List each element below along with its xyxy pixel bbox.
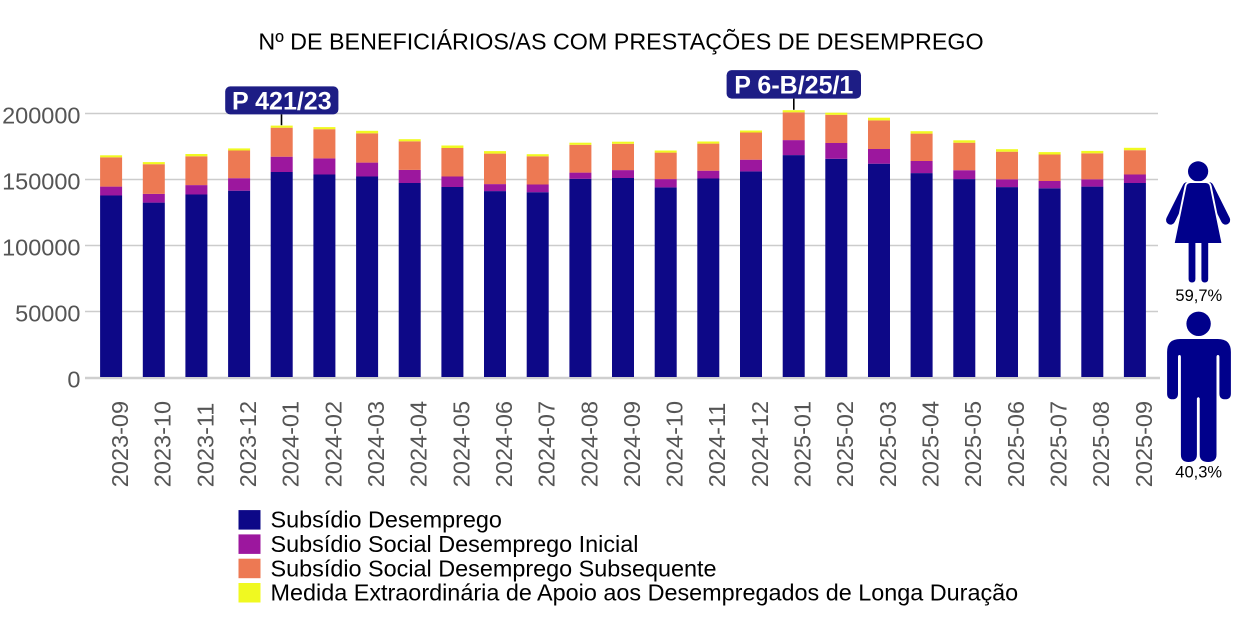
svg-text:2024-01: 2024-01 [278,401,304,487]
svg-text:2024-07: 2024-07 [534,401,560,487]
svg-text:2025-05: 2025-05 [960,401,986,487]
svg-text:50000: 50000 [15,301,80,327]
svg-text:2025-06: 2025-06 [1003,401,1029,487]
svg-text:2023-09: 2023-09 [107,401,133,487]
svg-text:40,3%: 40,3% [1175,463,1222,481]
svg-text:Subsídio Desemprego: Subsídio Desemprego [271,507,502,533]
svg-text:2024-03: 2024-03 [363,401,389,487]
svg-text:2024-08: 2024-08 [576,401,602,487]
svg-text:2024-06: 2024-06 [491,401,517,487]
svg-text:2024-12: 2024-12 [747,401,773,487]
svg-text:2024-04: 2024-04 [406,401,432,487]
svg-text:2024-11: 2024-11 [704,403,730,488]
svg-text:2024-02: 2024-02 [320,401,346,487]
svg-text:2025-03: 2025-03 [875,401,901,487]
svg-text:P 421/23: P 421/23 [232,87,332,115]
svg-text:2023-11: 2023-11 [192,403,218,488]
svg-text:2023-10: 2023-10 [150,401,176,487]
svg-text:2023-12: 2023-12 [235,401,261,487]
svg-text:2024-05: 2024-05 [448,401,474,487]
svg-text:150000: 150000 [2,169,80,195]
svg-text:2024-09: 2024-09 [619,401,645,487]
svg-text:2025-07: 2025-07 [1046,401,1072,487]
svg-text:200000: 200000 [2,103,80,129]
svg-text:Subsídio Social Desemprego Sub: Subsídio Social Desemprego Subsequente [271,555,717,581]
svg-text:59,7%: 59,7% [1175,287,1222,305]
svg-text:2025-01: 2025-01 [790,401,816,487]
svg-text:2025-08: 2025-08 [1088,401,1114,487]
svg-text:2025-09: 2025-09 [1131,401,1157,487]
svg-text:Subsídio Social Desemprego Ini: Subsídio Social Desemprego Inicial [271,531,639,557]
svg-text:Nº DE BENEFICIÁRIOS/AS COM PRE: Nº DE BENEFICIÁRIOS/AS COM PRESTAÇÕES DE… [258,28,983,55]
svg-text:2025-04: 2025-04 [918,401,944,487]
svg-text:2024-10: 2024-10 [662,401,688,487]
svg-text:Medida Extraordinária de Apoio: Medida Extraordinária de Apoio aos Desem… [271,580,1019,606]
svg-text:0: 0 [67,367,80,393]
svg-text:P 6-B/25/1: P 6-B/25/1 [734,72,853,100]
svg-text:100000: 100000 [2,235,80,261]
svg-text:2025-02: 2025-02 [832,401,858,487]
